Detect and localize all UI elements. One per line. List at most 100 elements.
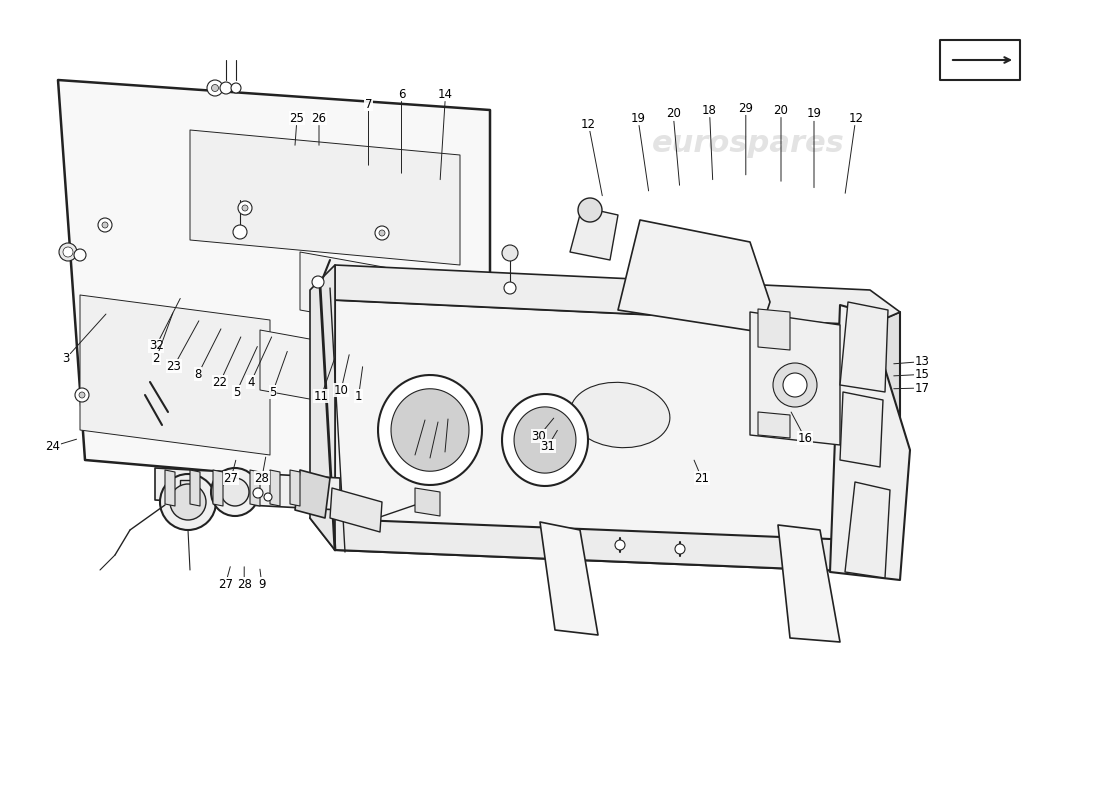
Circle shape (242, 205, 248, 211)
Polygon shape (830, 305, 910, 580)
Polygon shape (165, 470, 175, 506)
Circle shape (504, 282, 516, 294)
Text: 3: 3 (63, 314, 106, 365)
Polygon shape (58, 80, 490, 495)
Text: 17: 17 (894, 382, 930, 394)
Circle shape (783, 373, 807, 397)
Text: 16: 16 (791, 412, 813, 445)
Polygon shape (540, 522, 598, 635)
Circle shape (231, 83, 241, 93)
Text: 19: 19 (806, 107, 822, 188)
Polygon shape (870, 312, 900, 572)
Circle shape (79, 392, 85, 398)
Polygon shape (310, 265, 336, 550)
Circle shape (160, 474, 216, 530)
Text: 22: 22 (212, 337, 241, 389)
Circle shape (238, 201, 252, 215)
Circle shape (211, 468, 258, 516)
Text: 4: 4 (248, 337, 272, 389)
Text: 11: 11 (314, 358, 334, 402)
Polygon shape (415, 488, 440, 516)
Polygon shape (502, 394, 588, 486)
Polygon shape (778, 525, 840, 642)
Circle shape (59, 243, 77, 261)
Text: eurospares: eurospares (123, 290, 317, 318)
Text: 18: 18 (702, 104, 717, 180)
Polygon shape (155, 468, 340, 510)
Polygon shape (180, 480, 196, 502)
Polygon shape (750, 312, 840, 445)
Polygon shape (270, 470, 280, 506)
Text: 25: 25 (289, 112, 305, 146)
Polygon shape (310, 518, 870, 572)
Text: 13: 13 (894, 355, 930, 368)
Text: 20: 20 (666, 107, 681, 186)
Text: 29: 29 (738, 102, 754, 175)
Polygon shape (378, 375, 482, 485)
Circle shape (615, 540, 625, 550)
Polygon shape (190, 130, 460, 265)
Text: 20: 20 (773, 104, 789, 182)
Ellipse shape (570, 382, 670, 448)
Circle shape (375, 226, 389, 240)
Text: 1: 1 (355, 366, 363, 402)
Polygon shape (514, 407, 576, 473)
Circle shape (379, 230, 385, 236)
Circle shape (102, 222, 108, 228)
Text: 14: 14 (438, 88, 453, 180)
Text: 10: 10 (333, 354, 349, 397)
Text: 31: 31 (540, 430, 558, 453)
Text: 2: 2 (153, 313, 173, 365)
Text: 28: 28 (254, 457, 270, 485)
Polygon shape (213, 470, 223, 506)
Circle shape (75, 388, 89, 402)
Text: 32: 32 (148, 298, 180, 352)
Text: 19: 19 (630, 112, 649, 191)
Text: 5: 5 (233, 346, 257, 398)
Circle shape (221, 478, 249, 506)
Polygon shape (190, 470, 200, 506)
Circle shape (675, 544, 685, 554)
Circle shape (312, 276, 324, 288)
Circle shape (98, 218, 112, 232)
Text: 26: 26 (311, 112, 327, 146)
Polygon shape (390, 389, 469, 471)
Text: 21: 21 (694, 460, 710, 485)
Polygon shape (330, 488, 382, 532)
Text: 15: 15 (894, 368, 930, 381)
Text: 8: 8 (195, 329, 221, 381)
Polygon shape (570, 207, 618, 260)
Polygon shape (840, 302, 888, 392)
Text: 27: 27 (218, 566, 233, 590)
Circle shape (253, 488, 263, 498)
Circle shape (502, 245, 518, 261)
Circle shape (211, 85, 219, 91)
Polygon shape (260, 330, 370, 410)
Text: 5: 5 (270, 351, 287, 398)
Text: 30: 30 (531, 418, 553, 442)
Circle shape (264, 493, 272, 501)
Text: 6: 6 (398, 88, 405, 174)
Text: 27: 27 (223, 460, 239, 485)
Polygon shape (758, 309, 790, 350)
Text: 23: 23 (166, 321, 199, 373)
Text: 7: 7 (365, 98, 372, 166)
Polygon shape (940, 40, 1020, 80)
Polygon shape (618, 220, 770, 332)
Polygon shape (300, 252, 400, 328)
Text: eurospares: eurospares (651, 290, 845, 318)
Polygon shape (295, 470, 330, 518)
Polygon shape (758, 412, 790, 438)
Polygon shape (336, 300, 870, 572)
Polygon shape (845, 482, 890, 578)
Circle shape (170, 484, 206, 520)
Text: 24: 24 (45, 439, 77, 453)
Circle shape (207, 80, 223, 96)
Polygon shape (250, 470, 260, 506)
Circle shape (578, 198, 602, 222)
Polygon shape (80, 295, 270, 455)
Circle shape (773, 363, 817, 407)
Circle shape (74, 249, 86, 261)
Text: 9: 9 (258, 569, 265, 590)
Circle shape (63, 247, 73, 257)
